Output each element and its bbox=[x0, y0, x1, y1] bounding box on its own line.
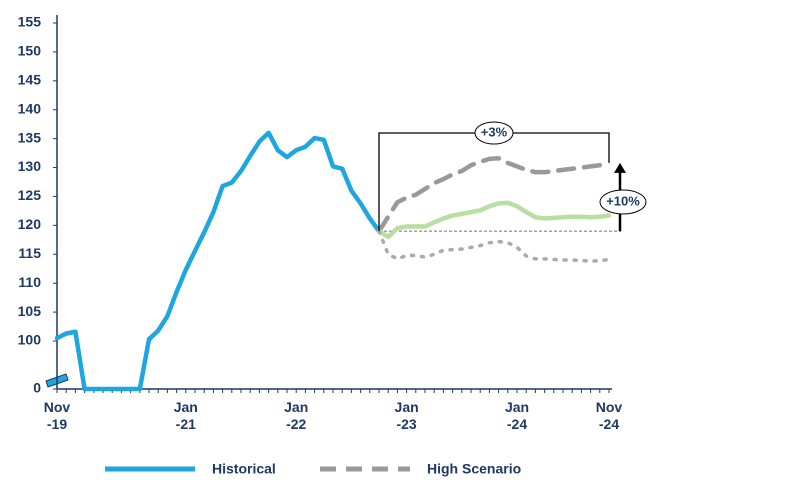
y-tick-label: 125 bbox=[18, 187, 42, 203]
x-tick-label: Jan -21 bbox=[174, 399, 198, 432]
x-tick-label: Jan -24 bbox=[505, 399, 529, 432]
y-tick-label: 0 bbox=[33, 380, 41, 396]
x-tick-label: Jan -22 bbox=[284, 399, 308, 432]
legend-label: High Scenario bbox=[427, 461, 521, 477]
legend-label: Historical bbox=[212, 461, 276, 477]
series-line bbox=[376, 156, 612, 234]
x-tick-label: Nov -19 bbox=[44, 399, 71, 432]
y-tick-label: 120 bbox=[18, 216, 42, 232]
y-tick-label: 100 bbox=[18, 332, 42, 348]
y-tick-label: 140 bbox=[18, 100, 42, 116]
annotation-bubble bbox=[599, 189, 647, 215]
x-tick-label: Nov -24 bbox=[596, 399, 623, 432]
y-tick-label: 130 bbox=[18, 158, 42, 174]
y-tick-label: 110 bbox=[18, 274, 41, 290]
y-tick-label: 155 bbox=[18, 14, 42, 30]
y-tick-label: 105 bbox=[18, 303, 42, 319]
annotation: +3% bbox=[481, 124, 508, 139]
y-tick-label: 145 bbox=[18, 72, 42, 88]
x-tick-label: Jan -23 bbox=[395, 399, 419, 432]
y-tick-label: 135 bbox=[18, 129, 42, 145]
arrow-head bbox=[614, 162, 626, 173]
series-line bbox=[376, 200, 612, 240]
y-tick-label: 150 bbox=[18, 43, 42, 59]
annotation: +10% bbox=[606, 193, 640, 208]
annotation-bubble bbox=[474, 121, 514, 145]
series-line bbox=[54, 130, 382, 392]
series-line bbox=[377, 229, 611, 263]
y-tick-label: 115 bbox=[18, 245, 41, 261]
